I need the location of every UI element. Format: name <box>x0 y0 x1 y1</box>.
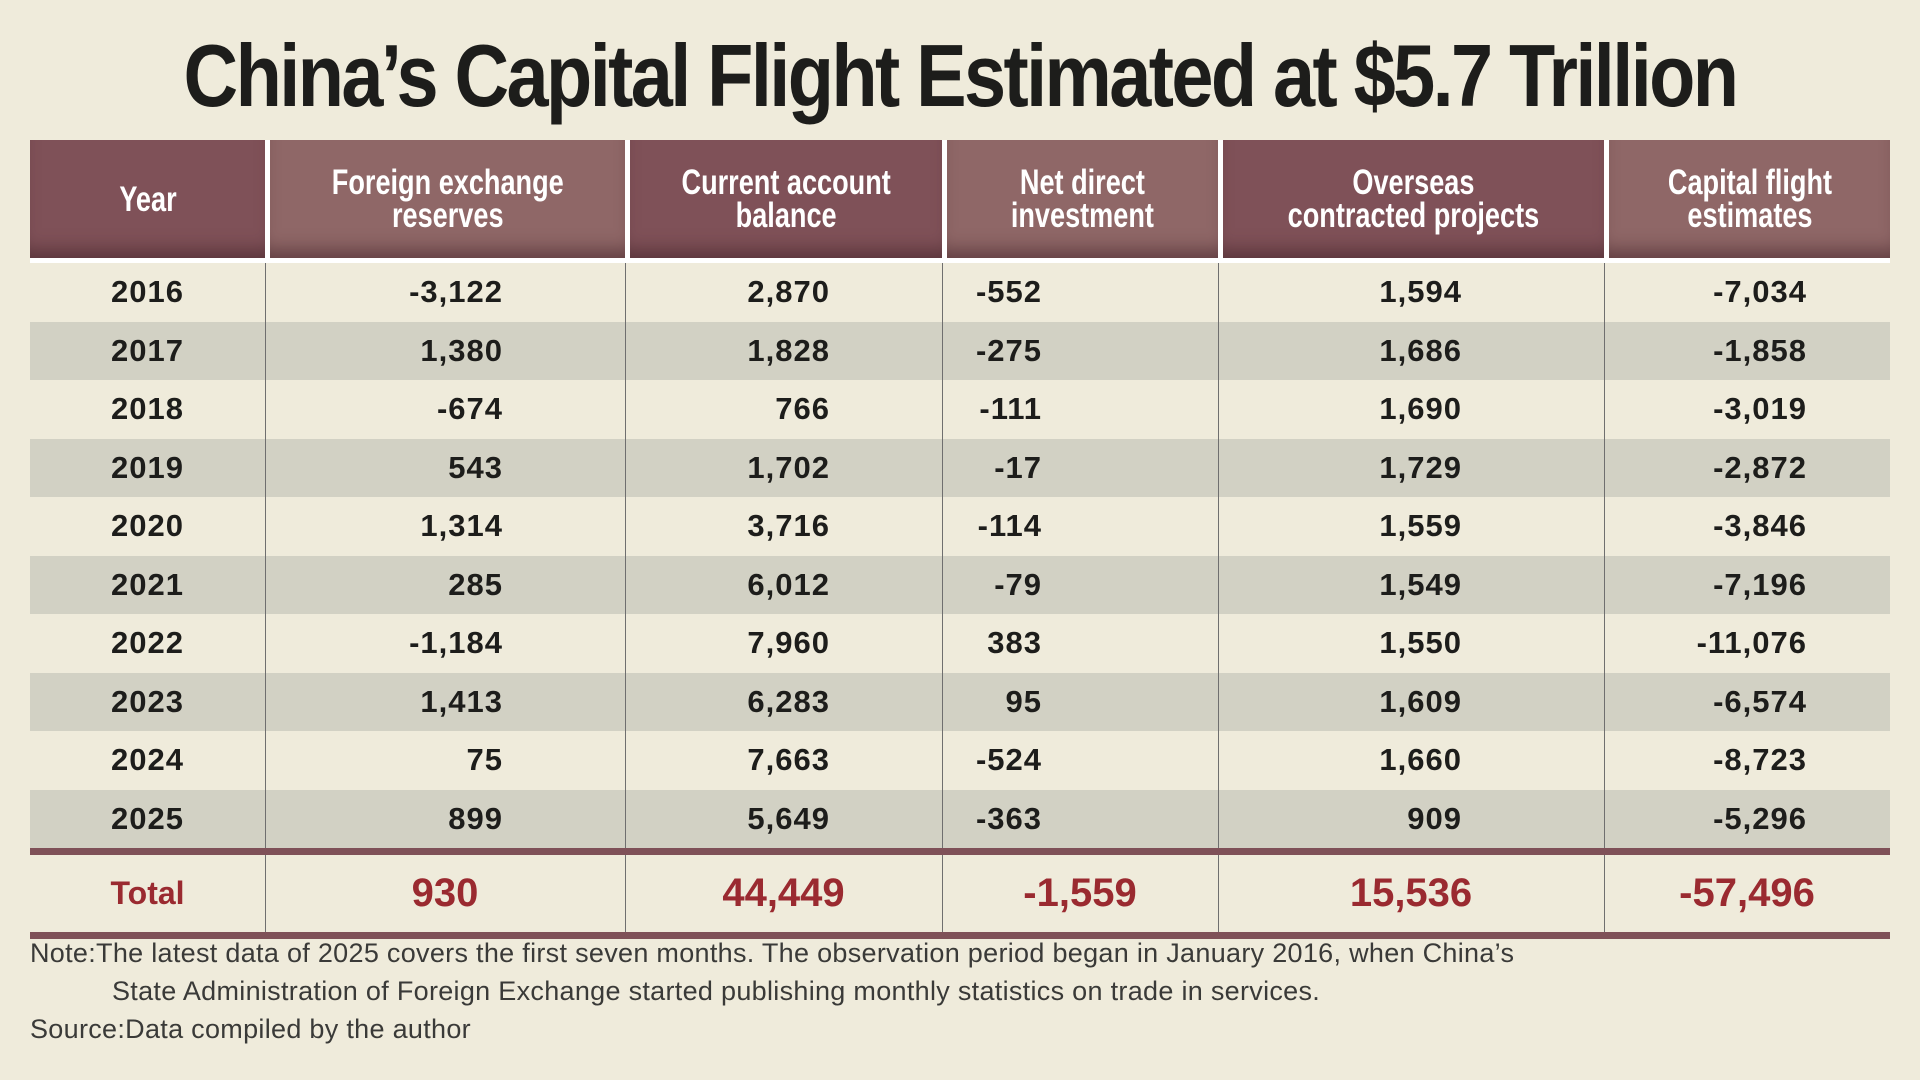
total-top-rule <box>30 848 1890 855</box>
cell-current-account-balance: 1,828 <box>747 332 830 368</box>
cell-capital-flight-estimates: -11,076 <box>1696 625 1807 660</box>
table-row: 2025 899 5,649 -363 909 -5,296 <box>30 789 1890 848</box>
cell-overseas-contracted-projects: 1,690 <box>1379 391 1462 426</box>
cell-net-direct-investment: -17 <box>994 449 1042 485</box>
table-row: 2019 543 1,702 -17 1,729 -2,872 <box>30 438 1890 497</box>
header-current-account-balance: Current account balance <box>630 140 942 258</box>
cell-net-direct-investment: 95 <box>1005 683 1042 719</box>
table-row: 2016 -3,122 2,870 -552 1,594 -7,034 <box>30 263 1890 322</box>
cell-current-account-balance: 6,012 <box>747 566 830 602</box>
header-divider <box>1604 140 1609 258</box>
total-overseas-contracted-projects: 15,536 <box>1349 871 1473 915</box>
cell-overseas-contracted-projects: 909 <box>1407 800 1462 836</box>
cell-capital-flight-estimates: -3,846 <box>1713 508 1807 543</box>
cell-net-direct-investment: -111 <box>979 391 1042 426</box>
cell-capital-flight-estimates: -6,574 <box>1713 683 1807 719</box>
note-line-2: State Administration of Foreign Exchange… <box>112 976 1321 1006</box>
cell-foreign-exchange-reserves: 899 <box>448 800 503 836</box>
total-net-direct-investment: -1,559 <box>1023 871 1137 915</box>
cell-foreign-exchange-reserves: -1,184 <box>409 625 503 660</box>
header-year: Year <box>30 140 265 258</box>
table-row: 2023 1,413 6,283 95 1,609 -6,574 <box>30 672 1890 731</box>
cell-foreign-exchange-reserves: 75 <box>466 742 503 777</box>
cell-foreign-exchange-reserves: 543 <box>448 449 503 485</box>
cell-year: 2016 <box>111 274 184 309</box>
total-label: Total <box>110 875 185 911</box>
cell-capital-flight-estimates: -7,196 <box>1713 566 1807 602</box>
cell-year: 2023 <box>111 683 184 719</box>
cell-year: 2025 <box>111 800 184 836</box>
header-divider <box>942 140 947 258</box>
cell-net-direct-investment: 383 <box>987 625 1042 660</box>
table-row: 2020 1,314 3,716 -114 1,559 -3,846 <box>30 497 1890 556</box>
cell-year: 2022 <box>111 625 184 660</box>
table-row: 2017 1,380 1,828 -275 1,686 -1,858 <box>30 321 1890 380</box>
header-capital-flight-estimates: Capital flight estimates <box>1609 140 1890 258</box>
cell-foreign-exchange-reserves: 1,380 <box>420 332 503 368</box>
cell-overseas-contracted-projects: 1,549 <box>1379 566 1462 602</box>
cell-foreign-exchange-reserves: 1,314 <box>420 508 503 543</box>
cell-current-account-balance: 3,716 <box>747 508 830 543</box>
total-current-account-balance: 44,449 <box>722 871 845 915</box>
cell-overseas-contracted-projects: 1,686 <box>1379 332 1462 368</box>
cell-capital-flight-estimates: -3,019 <box>1713 391 1807 426</box>
total-capital-flight-estimates: -57,496 <box>1679 871 1815 915</box>
column-divider <box>1218 263 1219 932</box>
cell-overseas-contracted-projects: 1,559 <box>1379 508 1462 543</box>
note-line-1: Note:The latest data of 2025 covers the … <box>30 938 1515 968</box>
cell-current-account-balance: 766 <box>775 391 830 426</box>
table-row: 2024 75 7,663 -524 1,660 -8,723 <box>30 731 1890 790</box>
cell-net-direct-investment: -552 <box>975 274 1042 309</box>
cell-foreign-exchange-reserves: 285 <box>448 566 503 602</box>
table-row: 2022 -1,184 7,960 383 1,550 -11,076 <box>30 614 1890 673</box>
page-title: China’s Capital Flight Estimated at $5.7… <box>183 26 1739 125</box>
table-row: 2021 285 6,012 -79 1,549 -7,196 <box>30 555 1890 614</box>
column-divider <box>265 263 266 932</box>
header-divider <box>1218 140 1223 258</box>
cell-overseas-contracted-projects: 1,550 <box>1379 625 1462 660</box>
column-divider <box>1604 263 1605 932</box>
cell-year: 2021 <box>111 566 184 602</box>
cell-capital-flight-estimates: -7,034 <box>1713 274 1807 309</box>
column-divider <box>625 263 626 932</box>
cell-year: 2020 <box>111 508 184 543</box>
cell-capital-flight-estimates: -1,858 <box>1713 332 1807 368</box>
cell-capital-flight-estimates: -5,296 <box>1713 800 1807 836</box>
cell-net-direct-investment: -79 <box>994 566 1042 602</box>
header-divider <box>265 140 270 258</box>
header-overseas-contracted-projects: Overseas contracted projects <box>1223 140 1604 258</box>
cell-capital-flight-estimates: -2,872 <box>1713 449 1807 485</box>
cell-overseas-contracted-projects: 1,729 <box>1379 449 1462 485</box>
cell-foreign-exchange-reserves: -674 <box>436 391 503 426</box>
cell-overseas-contracted-projects: 1,660 <box>1379 742 1462 777</box>
cell-year: 2017 <box>111 332 184 368</box>
total-bottom-rule <box>30 932 1890 939</box>
cell-overseas-contracted-projects: 1,609 <box>1379 683 1462 719</box>
source-line: Source:Data compiled by the author <box>30 1014 471 1044</box>
cell-current-account-balance: 1,702 <box>747 449 830 485</box>
cell-net-direct-investment: -114 <box>977 508 1042 543</box>
column-divider <box>942 263 943 932</box>
cell-current-account-balance: 7,960 <box>747 625 830 660</box>
cell-current-account-balance: 6,283 <box>747 683 830 719</box>
cell-overseas-contracted-projects: 1,594 <box>1379 274 1462 309</box>
header-bottom-border <box>30 258 1890 263</box>
cell-net-direct-investment: -363 <box>975 800 1042 836</box>
total-foreign-exchange-reserves: 930 <box>411 871 479 915</box>
table-row: 2018 -674 766 -111 1,690 -3,019 <box>30 380 1890 439</box>
cell-year: 2018 <box>111 391 184 426</box>
cell-year: 2024 <box>111 742 184 777</box>
cell-year: 2019 <box>111 449 184 485</box>
cell-net-direct-investment: -275 <box>975 332 1042 368</box>
cell-foreign-exchange-reserves: -3,122 <box>409 274 503 309</box>
header-foreign-exchange-reserves: Foreign exchange reserves <box>270 140 625 258</box>
cell-foreign-exchange-reserves: 1,413 <box>420 683 503 719</box>
header-divider <box>625 140 630 258</box>
cell-capital-flight-estimates: -8,723 <box>1713 742 1807 777</box>
cell-current-account-balance: 2,870 <box>747 274 830 309</box>
cell-current-account-balance: 5,649 <box>747 800 830 836</box>
header-net-direct-investment: Net direct investment <box>947 140 1218 258</box>
cell-current-account-balance: 7,663 <box>747 742 830 777</box>
cell-net-direct-investment: -524 <box>975 742 1042 777</box>
